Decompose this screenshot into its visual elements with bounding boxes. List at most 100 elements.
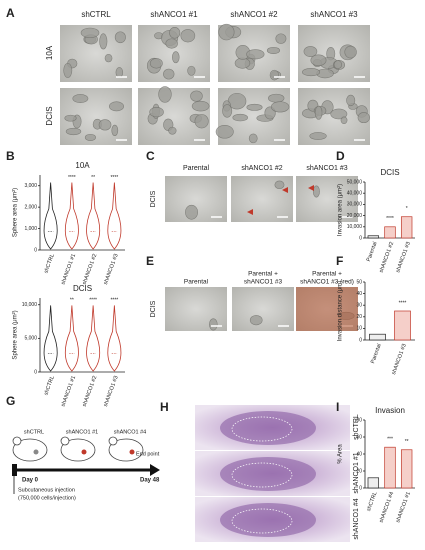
row-label: DCIS (150, 300, 157, 317)
end-day: Day 48 (140, 478, 160, 484)
y-axis-label: Sphere area (μm²) (13, 310, 19, 359)
tumor-region (220, 503, 316, 537)
violin (43, 182, 58, 250)
sphere (269, 69, 279, 81)
arrowhead (247, 209, 253, 215)
row-label: shCTRL (353, 414, 360, 440)
row-label: DCIS (150, 190, 157, 207)
sphere (333, 60, 343, 69)
panel-letter: B (6, 149, 15, 163)
x-tick-label: shCTRL (43, 375, 56, 396)
bar (400, 216, 413, 239)
panel-letter: A (6, 6, 15, 20)
sphere (218, 23, 235, 41)
significance: **** (399, 300, 407, 306)
column-label: shANCO1 #3 (red) (300, 279, 354, 286)
mouse-ear (60, 436, 70, 446)
mouse (12, 438, 48, 462)
sphere (301, 68, 321, 77)
sphere (215, 124, 234, 139)
tumor-region (220, 457, 316, 491)
sphere (222, 104, 233, 118)
sphere (115, 67, 124, 78)
sphere (104, 53, 113, 63)
sphere (270, 101, 290, 113)
sphere (114, 31, 126, 44)
micrograph (165, 287, 227, 331)
significance: **** (89, 298, 97, 304)
bar (367, 477, 380, 489)
row-label: shANCO1 #1 (353, 452, 360, 493)
invasion-outline (231, 462, 293, 488)
x-tick-label: shANCO1 #3 (103, 253, 120, 286)
y-tick-label: 80 (356, 417, 362, 423)
y-tick-label: 50,000 (347, 179, 363, 185)
y-tick-label: 50 (356, 279, 362, 285)
column-label: Parental (184, 279, 209, 286)
sphere (165, 38, 178, 49)
x-tick-label: shANCO1 #1 (60, 375, 77, 408)
column-label: shANCO1 #3 (310, 10, 358, 19)
y-tick-label: 20,000 (347, 213, 363, 219)
column-label: shCTRL (81, 10, 111, 19)
start-marker (12, 464, 17, 476)
invasion-outline (231, 416, 293, 442)
bar (394, 310, 411, 341)
y-tick-label: 5,000 (24, 336, 37, 342)
sphere (344, 45, 357, 59)
sphere (98, 119, 112, 131)
micrograph (232, 287, 294, 331)
y-tick-label: 60 (356, 434, 362, 440)
sphere (274, 180, 285, 190)
sphere (168, 126, 177, 135)
sphere (209, 318, 218, 331)
column-label: shANCO1 #3 (306, 165, 347, 172)
x-tick-label: Parental (370, 343, 383, 364)
mouse-label: shCTRL (24, 429, 44, 435)
timeline-arrow (150, 464, 160, 476)
y-tick-label: 0 (359, 337, 362, 343)
panel-letter: G (6, 394, 15, 408)
sphere (249, 315, 263, 326)
violin (86, 182, 101, 250)
column-label: shANCO1 #2 (241, 165, 282, 172)
panel-letter: C (146, 149, 155, 163)
arrowhead (282, 187, 288, 193)
x-tick-label: shANCO1 #1 (395, 491, 412, 524)
sphere (99, 33, 108, 50)
tumor (81, 449, 87, 455)
y-tick-label: 40 (356, 291, 362, 297)
sphere (187, 65, 196, 76)
y-axis-label: % Area (338, 444, 344, 464)
tumor (129, 449, 135, 455)
fluorescence-overlay (296, 287, 358, 331)
sphere (180, 29, 196, 43)
micrograph (296, 176, 358, 222)
y-tick-label: 40,000 (347, 191, 363, 197)
violin (64, 182, 79, 250)
x-tick-label: shANCO1 #1 (60, 253, 77, 286)
mouse-ear (108, 436, 118, 446)
start-label: Day 0 (22, 478, 39, 484)
significance: * (406, 206, 408, 212)
injection-label: Subcutaneous injection (18, 487, 75, 493)
x-tick-label: Parental (366, 241, 379, 262)
y-tick-label: 2,000 (24, 204, 37, 210)
sphere (158, 86, 172, 103)
row-label: 10A (45, 45, 54, 60)
violin (86, 305, 101, 372)
y-tick-label: 10,000 (347, 224, 363, 230)
sphere (64, 114, 77, 122)
x-tick-label: shANCO1 #3 (103, 375, 120, 408)
significance: ** (70, 298, 74, 304)
x-tick-label: shCTRL (43, 253, 56, 274)
invasion-outline (231, 508, 293, 534)
sphere (185, 204, 198, 220)
x-tick-label: shANCO1 #2 (379, 241, 396, 274)
sphere (232, 113, 248, 122)
violin (107, 182, 122, 250)
sphere (310, 54, 327, 66)
chart-title: 10A (75, 161, 90, 170)
mouse (108, 438, 144, 462)
y-axis-label: Sphere area (μm²) (13, 188, 19, 237)
